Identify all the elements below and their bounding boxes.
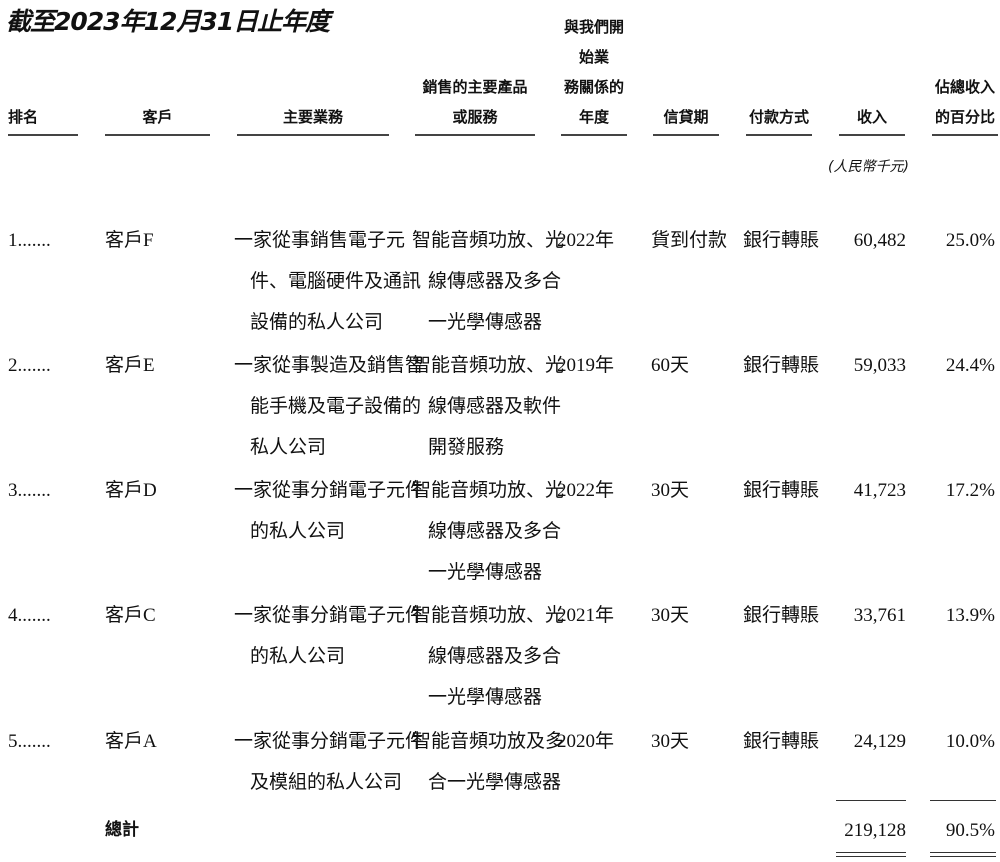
row-4-credit: 30天	[651, 605, 690, 626]
row-3-revenue: 41,723	[853, 480, 906, 501]
row-5-business: 一家從事分銷電子元件	[234, 731, 425, 752]
row-3-business: 的私人公司	[250, 521, 346, 542]
row-4-customer: 客戶C	[105, 605, 156, 626]
row-2-revenue: 59,033	[853, 355, 906, 376]
row-4-products: 智能音頻功放、光	[412, 605, 565, 626]
row-5-products: 合一光學傳感器	[428, 772, 562, 793]
row-5-customer: 客戶A	[105, 731, 157, 752]
double-rule	[836, 856, 906, 857]
double-rule	[930, 856, 996, 857]
row-5-year: 2020年	[557, 731, 615, 752]
row-5-business: 及模組的私人公司	[250, 772, 403, 793]
row-4-products: 一光學傳感器	[428, 687, 543, 708]
row-4-business: 的私人公司	[250, 646, 346, 667]
page-title: 截至2023年12月31日止年度	[6, 7, 330, 36]
row-3-products: 一光學傳感器	[428, 562, 543, 583]
row-3-pct: 17.2%	[945, 480, 995, 501]
row-1-products: 線傳感器及多合	[428, 271, 562, 292]
row-4-rank: 4.......	[8, 605, 51, 626]
row-1-business: 件、電腦硬件及通訊	[250, 271, 422, 292]
header-business: 主要業務	[237, 80, 389, 136]
row-2-rank: 2.......	[8, 355, 51, 376]
double-rule	[836, 852, 906, 853]
row-1-year: 2022年	[557, 230, 615, 251]
row-2-year: 2019年	[557, 355, 615, 376]
row-1-customer: 客戶F	[105, 230, 154, 251]
header-rank: 排名	[8, 80, 78, 136]
row-1-payment: 銀行轉賬	[743, 230, 820, 251]
row-1-rank: 1.......	[8, 230, 51, 251]
row-5-payment: 銀行轉賬	[743, 731, 820, 752]
total-percentage: 90.5%	[945, 820, 995, 841]
row-5-pct: 10.0%	[945, 731, 995, 752]
row-3-rank: 3.......	[8, 480, 51, 501]
row-1-products: 智能音頻功放、光	[412, 230, 565, 251]
row-5-revenue: 24,129	[853, 731, 906, 752]
row-1-products: 一光學傳感器	[428, 312, 543, 333]
unit-label: (人民幣千元)	[828, 159, 909, 175]
row-3-products: 智能音頻功放、光	[412, 480, 565, 501]
header-revenue: 收入	[839, 80, 905, 136]
header-customer: 客戶	[105, 80, 210, 136]
row-4-payment: 銀行轉賬	[743, 605, 820, 626]
header-percentage: 佔總收入 的百分比	[932, 78, 998, 136]
row-2-products: 智能音頻功放、光	[412, 355, 565, 376]
row-2-products: 線傳感器及軟件	[428, 396, 562, 417]
row-2-products: 開發服務	[428, 437, 505, 458]
header-products: 銷售的主要產品 或服務	[415, 78, 535, 136]
row-2-pct: 24.4%	[945, 355, 995, 376]
row-5-credit: 30天	[651, 731, 690, 752]
double-rule	[930, 852, 996, 853]
row-2-credit: 60天	[651, 355, 690, 376]
header-credit: 信貸期	[653, 80, 719, 136]
row-2-business: 能手機及電子設備的	[250, 396, 422, 417]
row-2-business: 一家從事製造及銷售智	[234, 355, 425, 376]
row-3-payment: 銀行轉賬	[743, 480, 820, 501]
row-4-revenue: 33,761	[853, 605, 906, 626]
row-3-business: 一家從事分銷電子元件	[234, 480, 425, 501]
row-4-business: 一家從事分銷電子元件	[234, 605, 425, 626]
header-payment: 付款方式	[746, 80, 812, 136]
row-1-business: 設備的私人公司	[250, 312, 384, 333]
row-5-rank: 5.......	[8, 731, 51, 752]
row-4-year: 2021年	[557, 605, 615, 626]
row-5-products: 智能音頻功放及多	[412, 731, 565, 752]
row-1-business: 一家從事銷售電子元	[234, 230, 406, 251]
row-3-year: 2022年	[557, 480, 615, 501]
row-1-pct: 25.0%	[945, 230, 995, 251]
subtotal-rule	[836, 800, 906, 801]
row-2-business: 私人公司	[250, 437, 327, 458]
total-label: 總計	[105, 820, 139, 840]
subtotal-rule	[930, 800, 996, 801]
row-4-pct: 13.9%	[945, 605, 995, 626]
row-1-credit: 貨到付款	[651, 230, 728, 251]
total-revenue: 219,128	[844, 820, 906, 841]
row-3-customer: 客戶D	[105, 480, 157, 501]
row-3-products: 線傳感器及多合	[428, 521, 562, 542]
row-3-credit: 30天	[651, 480, 690, 501]
row-2-customer: 客戶E	[105, 355, 155, 376]
row-1-revenue: 60,482	[853, 230, 906, 251]
row-2-payment: 銀行轉賬	[743, 355, 820, 376]
row-4-products: 線傳感器及多合	[428, 646, 562, 667]
header-year: 與我們開始業 務關係的年度	[561, 18, 627, 136]
